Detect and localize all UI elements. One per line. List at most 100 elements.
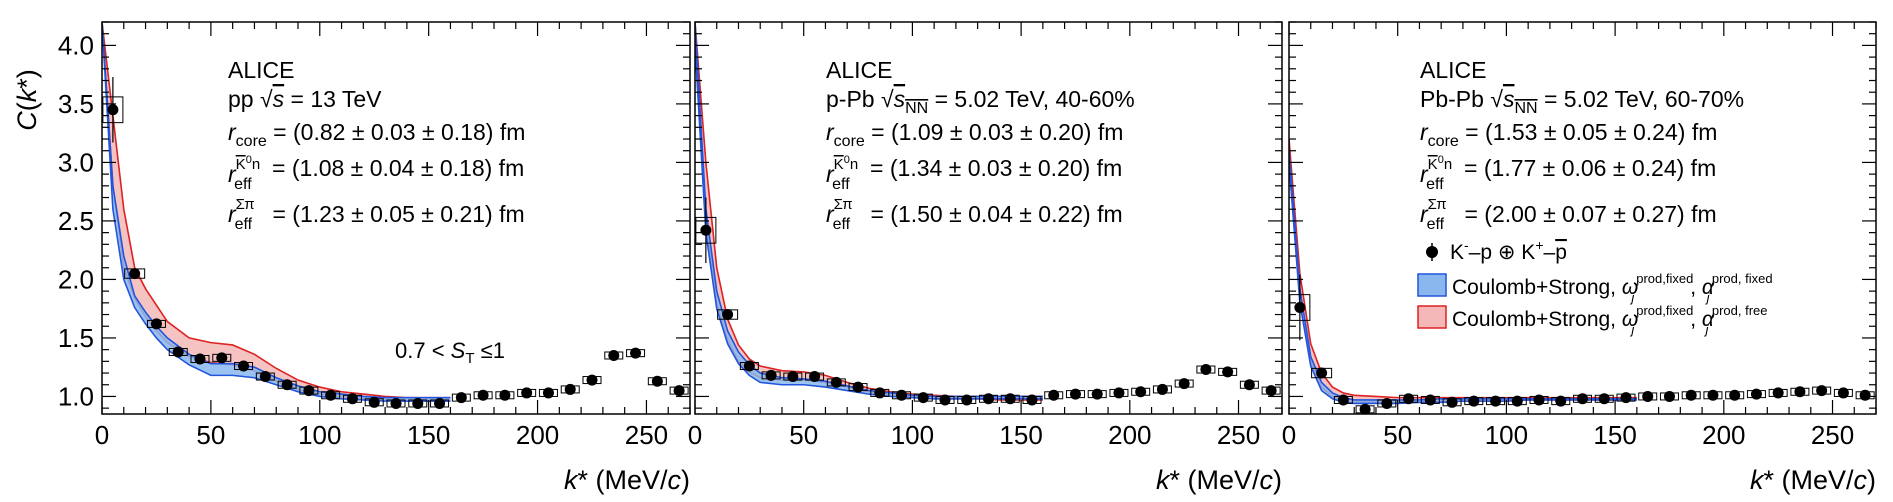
x-tick-label: 250 — [1217, 420, 1260, 450]
x-tick-label: 200 — [1108, 420, 1151, 450]
data-point — [281, 379, 293, 391]
data-point — [542, 387, 554, 399]
x-tick-label: 50 — [789, 420, 818, 450]
data-point — [983, 393, 994, 405]
data-point — [1265, 385, 1277, 397]
data-point — [1859, 389, 1871, 401]
data-point — [939, 394, 951, 406]
data-point — [1642, 390, 1654, 402]
x-tick-label: 0 — [95, 420, 109, 450]
data-point — [1091, 388, 1103, 400]
data-point — [630, 347, 642, 359]
data-point — [1663, 390, 1675, 402]
x-axis-title-1: k* (MeV/c) — [564, 465, 690, 495]
param-r-core: rcore = (0.82 ± 0.03 ± 0.18) fm — [228, 119, 525, 150]
subtitle: Pb-Pb √sNN = 5.02 TeV, 60-70% — [1420, 86, 1744, 117]
data-point — [852, 381, 864, 393]
x-tick-label: 250 — [1811, 420, 1854, 450]
data-point — [917, 392, 929, 404]
param-r-eff-kbar0n: rK0n eff = (1.08 ± 0.04 ± 0.18) fm — [228, 154, 524, 193]
x-tick-label: 200 — [1702, 420, 1745, 450]
data-point — [1026, 394, 1038, 406]
fixed-band-lower-line — [695, 45, 1043, 400]
x-tick-label: 200 — [516, 420, 559, 450]
title: ALICE — [826, 57, 892, 83]
data-point — [172, 346, 184, 358]
data-point — [434, 397, 446, 409]
data-point — [1816, 385, 1828, 397]
legend-item-data: K-–p ⊕ K+–p — [1426, 237, 1567, 264]
data-point — [238, 360, 250, 372]
data-point — [1620, 392, 1632, 404]
x-axis-title-2: k* (MeV/c) — [1156, 465, 1282, 495]
selection-annotation: 0.7 < ST ≤1 — [395, 338, 505, 367]
data-point — [1468, 395, 1480, 407]
data-point — [765, 369, 777, 381]
data-point — [499, 389, 511, 401]
data-point — [1156, 383, 1168, 395]
data-point — [455, 392, 467, 404]
panel-pbpb: 0 50 100 150 200 250 ALICE Pb-Pb √sNN = 5.02 … — [1282, 21, 1877, 450]
data-point — [1004, 393, 1016, 405]
data-point — [1135, 386, 1147, 398]
data-point — [673, 385, 685, 397]
legend-free-swatch — [1417, 305, 1447, 329]
data-point — [1533, 394, 1545, 406]
data-point — [1837, 387, 1849, 399]
data-point — [564, 383, 576, 395]
plot-frame — [101, 21, 691, 415]
data-point — [325, 389, 337, 401]
x-tick-label: 0 — [1282, 420, 1296, 450]
y-tick-label: 3.0 — [58, 147, 94, 177]
data-point — [1750, 388, 1762, 400]
data-point — [107, 104, 119, 116]
data-point — [1772, 387, 1784, 399]
data-point — [259, 371, 271, 383]
y-tick-label: 1.5 — [58, 323, 94, 353]
data-point — [1685, 389, 1697, 401]
data-point — [651, 375, 663, 387]
legend-data-marker — [1426, 246, 1438, 258]
y-tick-label: 4.0 — [58, 30, 94, 60]
panel-ppb: 0 50 100 150 200 250 ALICE p-Pb √sNN = 5.02 T… — [688, 21, 1283, 450]
data-point — [1316, 367, 1328, 379]
param-r-eff-sigmapi: rΣπ eff = (2.00 ± 0.07 ± 0.27) fm — [1420, 196, 1717, 233]
x-tick-label: 150 — [1593, 420, 1636, 450]
axis-ticks: 0 50 100 150 200 250 1.0 1.5 2.0 2.5 3.0 3.5 4.0 — [58, 21, 691, 450]
param-r-core: rcore = (1.09 ± 0.03 ± 0.20) fm — [826, 119, 1123, 150]
data-point — [390, 397, 402, 409]
data-points — [107, 76, 685, 409]
data-point — [477, 389, 489, 401]
data-points — [700, 197, 1277, 406]
y-tick-label: 3.5 — [58, 89, 94, 119]
axis-ticks: 0 50 100 150 200 250 — [688, 21, 1283, 450]
x-tick-label: 100 — [1485, 420, 1528, 450]
param-r-eff-sigmapi: rΣπ eff = (1.23 ± 0.05 ± 0.21) fm — [228, 196, 525, 233]
subtitle: pp √s = 13 TeV — [228, 86, 382, 112]
data-point — [1794, 386, 1806, 398]
panel-pp: 0 50 100 150 200 250 1.0 1.5 2.0 2.5 3.0 3.5 4.0 ALI… — [58, 21, 691, 450]
data-point — [368, 396, 380, 408]
data-point — [586, 374, 598, 386]
x-tick-label: 250 — [625, 420, 668, 450]
data-point — [787, 371, 799, 383]
axis-ticks: 0 50 100 150 200 250 — [1282, 21, 1877, 450]
data-point — [1359, 403, 1371, 414]
data-point — [874, 387, 886, 399]
data-point — [1048, 389, 1060, 401]
systematic-boxes — [695, 216, 1281, 404]
legend-item-fixed: Coulomb+Strong, ωprod,fixed j, αprod, fix… — [1417, 271, 1773, 305]
legend-free-label: Coulomb+Strong, ωprod,fixed j, αprod, fre… — [1452, 303, 1768, 337]
data-point — [194, 353, 206, 365]
data-point — [1222, 366, 1234, 378]
data-point — [150, 318, 162, 330]
data-point — [216, 352, 228, 364]
data-point — [961, 394, 973, 406]
data-point — [1113, 387, 1125, 399]
data-point — [1729, 389, 1741, 401]
data-point — [1294, 302, 1306, 314]
data-point — [129, 268, 141, 280]
data-points — [1294, 274, 1871, 414]
title: ALICE — [228, 57, 294, 83]
